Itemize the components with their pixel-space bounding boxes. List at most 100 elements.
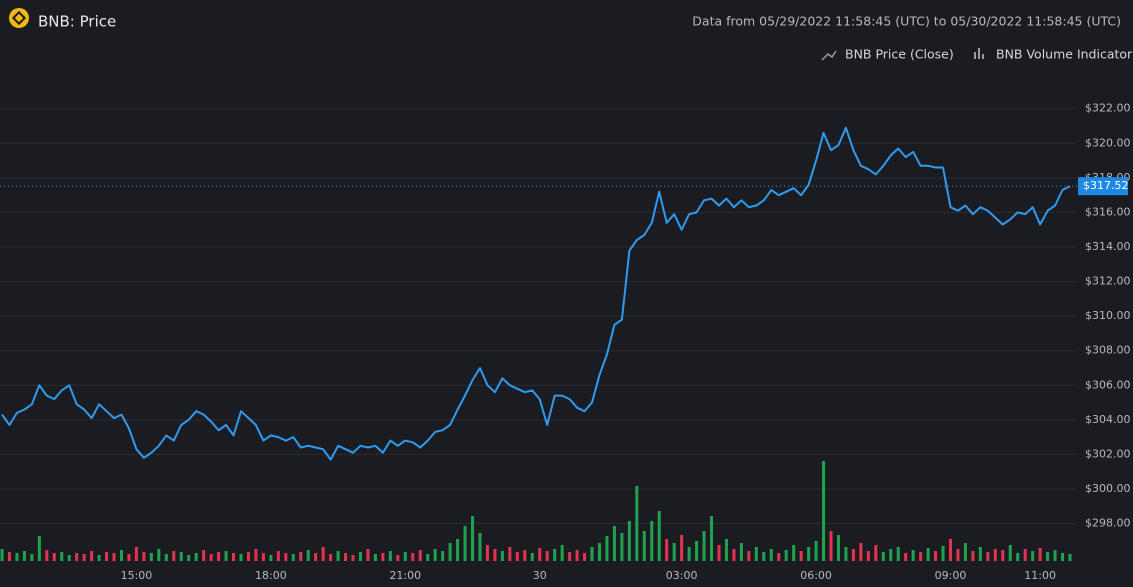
volume-bar: [261, 553, 265, 561]
volume-bar: [545, 551, 549, 561]
volume-bar: [754, 547, 758, 561]
volume-bar: [769, 549, 773, 561]
volume-bar: [209, 554, 213, 561]
volume-bar: [1061, 553, 1065, 561]
y-tick-label: $302.00: [1085, 447, 1131, 460]
volume-bar: [560, 545, 564, 561]
volume-bar: [396, 555, 400, 561]
volume-bar: [732, 549, 736, 561]
volume-bar: [605, 536, 609, 561]
volume-bar: [911, 550, 915, 561]
y-tick-label: $312.00: [1085, 275, 1131, 288]
volume-bar: [381, 553, 385, 561]
volume-bar: [485, 545, 489, 561]
volume-bar: [665, 539, 669, 561]
volume-bar: [739, 543, 743, 561]
volume-bar: [478, 533, 482, 561]
volume-bar: [672, 543, 676, 561]
volume-bar: [366, 549, 370, 561]
volume-bar: [859, 543, 863, 561]
volume-bar: [202, 550, 206, 561]
volume-bar: [276, 551, 280, 561]
x-tick-label: 03:00: [666, 569, 698, 582]
volume-bar: [889, 549, 893, 561]
volume-bar: [515, 552, 519, 561]
volume-bar: [687, 547, 691, 561]
x-tick-label: 06:00: [800, 569, 832, 582]
volume-bar: [866, 551, 870, 561]
volume-bar: [448, 543, 452, 561]
volume-bar: [321, 547, 325, 561]
x-tick-label: 11:00: [1024, 569, 1056, 582]
volume-bar: [650, 521, 654, 561]
volume-bar: [814, 541, 818, 561]
volume-bar: [523, 550, 527, 561]
volume-bar: [329, 554, 333, 561]
volume-bar: [388, 551, 392, 561]
volume-bar: [149, 553, 153, 561]
chart-subtitle: Data from 05/29/2022 11:58:45 (UTC) to 0…: [692, 14, 1121, 29]
volume-bar: [30, 554, 34, 561]
volume-bar: [934, 551, 938, 561]
volume-bar: [52, 553, 56, 561]
last-price-box: [1078, 177, 1128, 196]
x-tick-label: 09:00: [935, 569, 967, 582]
volume-bar: [306, 550, 310, 561]
volume-bar: [500, 551, 504, 561]
volume-bar: [246, 552, 250, 561]
volume-bar: [508, 547, 512, 561]
volume-bar: [269, 555, 273, 561]
y-tick-label: $308.00: [1085, 344, 1131, 357]
last-price-label: $317.52: [1083, 179, 1129, 192]
volume-bar: [411, 553, 415, 561]
volume-bar: [829, 531, 833, 561]
volume-bar: [1023, 549, 1027, 561]
volume-bar: [254, 549, 258, 561]
volume-bar: [971, 551, 975, 561]
x-tick-label: 18:00: [255, 569, 287, 582]
volume-bar: [949, 539, 953, 561]
volume-bar: [777, 553, 781, 561]
x-tick-label: 30: [533, 569, 547, 582]
volume-bar: [22, 551, 26, 561]
y-tick-label: $306.00: [1085, 378, 1131, 391]
volume-bar: [612, 526, 616, 561]
x-tick-label: 21:00: [389, 569, 421, 582]
volume-bar: [291, 554, 295, 561]
volume-bar: [1038, 548, 1042, 561]
volume-bar: [119, 550, 123, 561]
legend-bar-icon[interactable]: [974, 48, 984, 59]
volume-bar: [217, 552, 221, 561]
legend-label[interactable]: BNB Price (Close): [845, 47, 954, 62]
volume-bar: [792, 545, 796, 561]
volume-bar: [1053, 550, 1057, 561]
volume-bar: [844, 547, 848, 561]
volume-bar: [433, 549, 437, 561]
volume-bar: [194, 553, 198, 561]
volume-bar: [112, 553, 116, 561]
volume-bar: [881, 552, 885, 561]
y-tick-label: $310.00: [1085, 309, 1131, 322]
volume-bar: [568, 552, 572, 561]
volume-bar: [1046, 552, 1050, 561]
volume-bar: [97, 555, 101, 561]
volume-bar: [232, 553, 236, 561]
volume-bar: [956, 549, 960, 561]
volume-bar: [373, 554, 377, 561]
volume-bar: [60, 552, 64, 561]
legend-line-icon[interactable]: [821, 50, 837, 61]
volume-bar: [463, 526, 467, 561]
volume-bar: [142, 552, 146, 561]
volume-bar: [493, 549, 497, 561]
volume-bar: [134, 547, 138, 561]
volume-bar: [358, 552, 362, 561]
legend-label[interactable]: BNB Volume Indicator: [996, 47, 1133, 62]
volume-bar: [187, 555, 191, 561]
y-tick-label: $300.00: [1085, 482, 1131, 495]
y-tick-label: $304.00: [1085, 413, 1131, 426]
volume-bar: [157, 549, 161, 561]
volume-bar: [874, 545, 878, 561]
volume-bar: [344, 553, 348, 561]
volume-bar: [239, 554, 243, 561]
bnb-icon: [9, 8, 29, 28]
